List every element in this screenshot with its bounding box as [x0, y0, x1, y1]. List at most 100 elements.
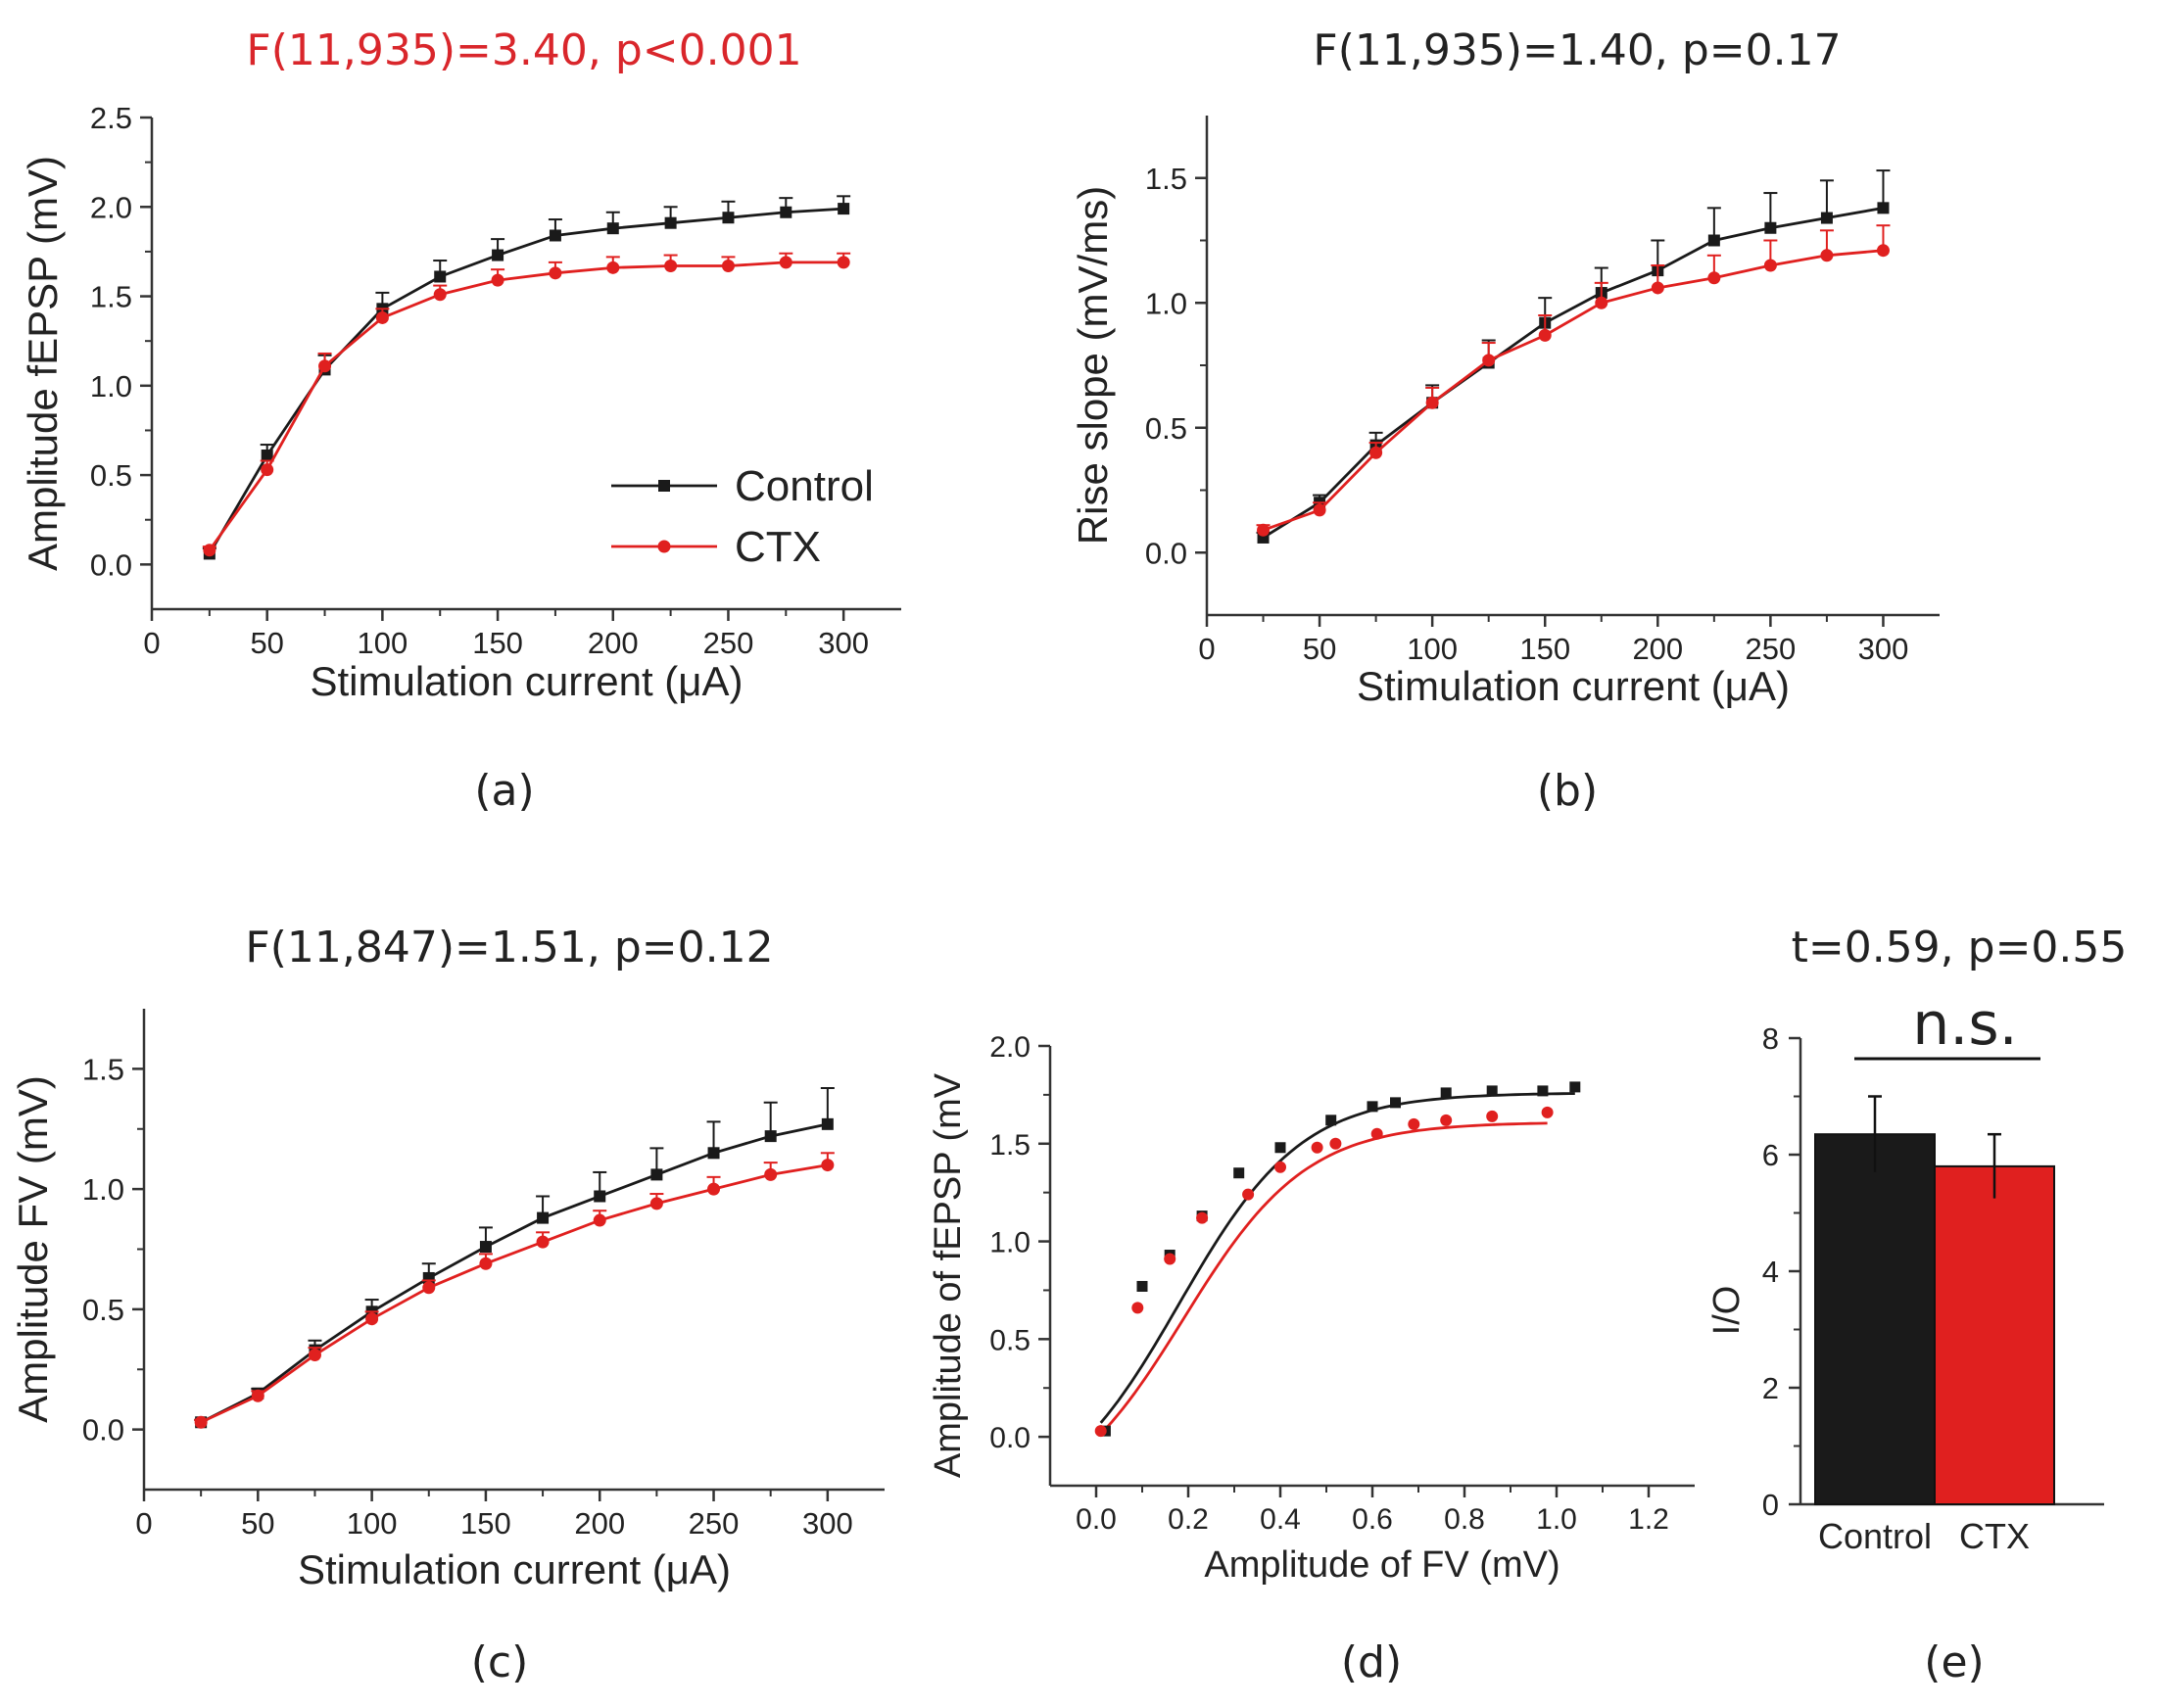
data-point-ctx — [1651, 281, 1664, 295]
x-axis-label: Stimulation current (μA) — [310, 658, 743, 704]
data-point-control — [434, 270, 447, 283]
series-line-ctx — [200, 1163, 829, 1424]
data-point-ctx — [721, 260, 735, 273]
data-point-ctx — [1257, 523, 1271, 537]
x-tick-label: 0.8 — [1444, 1503, 1485, 1536]
data-point-ctx — [1164, 1253, 1176, 1265]
data-point-ctx — [1541, 1106, 1554, 1118]
fit-curve-ctx — [1099, 1121, 1548, 1436]
y-tick-label: 1.0 — [90, 369, 132, 403]
y-axis-label: Rise slope (mV/ms) — [1070, 186, 1116, 545]
data-point-ctx — [318, 359, 332, 373]
ns-annotation: n.s. — [1912, 990, 2017, 1059]
data-point-ctx — [837, 256, 850, 269]
x-category-label: Control — [1818, 1516, 1932, 1556]
panel-caption: (d) — [1341, 1637, 1402, 1687]
data-point-ctx — [1094, 1425, 1107, 1438]
x-tick-label: 1.0 — [1536, 1503, 1577, 1536]
data-point-ctx — [251, 1389, 264, 1402]
series-line-control — [1262, 206, 1884, 540]
data-point-ctx — [1820, 249, 1834, 262]
x-tick-label: 150 — [460, 1506, 511, 1541]
data-point-ctx — [1876, 244, 1890, 258]
y-tick-label: 1.5 — [82, 1052, 124, 1086]
data-point-ctx — [433, 288, 447, 302]
data-point-ctx — [1538, 328, 1552, 342]
x-axis-label: Amplitude of FV (mV) — [1204, 1544, 1559, 1586]
panel-c: 0 50 100 150 200 250 300 0.0 0.5 1.0 1.5 Stimulatio… — [10, 923, 885, 1687]
y-axis-label: Amplitude FV (mV) — [10, 1075, 56, 1423]
x-tick-label: 0 — [143, 626, 160, 660]
data-point-control — [1390, 1097, 1401, 1109]
x-tick-label: 150 — [1519, 632, 1570, 666]
data-point-ctx — [1408, 1117, 1420, 1130]
x-tick-label: 1.2 — [1628, 1503, 1669, 1536]
x-tick-label: 300 — [1858, 632, 1909, 666]
y-tick-label: 0 — [1762, 1488, 1779, 1522]
y-axis-label: Amplitude of fEPSP (mV — [928, 1072, 969, 1478]
x-tick-label: 0.4 — [1260, 1503, 1301, 1536]
panel-caption: (e) — [1924, 1637, 1984, 1687]
data-point-ctx — [779, 256, 792, 269]
series-line-ctx — [1263, 249, 1884, 532]
data-point-control — [1537, 1085, 1549, 1097]
y-tick-label: 1.5 — [989, 1129, 1031, 1162]
y-tick-label: 2.5 — [90, 101, 132, 135]
legend-label-ctx: CTX — [735, 523, 821, 571]
data-point-ctx — [1440, 1114, 1453, 1126]
x-category-label: CTX — [1959, 1516, 2030, 1556]
y-tick-label: 6 — [1762, 1138, 1779, 1172]
panel-caption: (b) — [1537, 766, 1598, 816]
x-tick-label: 150 — [472, 626, 523, 660]
data-point-ctx — [1595, 296, 1608, 309]
data-point-ctx — [536, 1235, 550, 1249]
data-point-ctx — [664, 260, 678, 273]
data-point-control — [1877, 202, 1890, 214]
x-tick-label: 300 — [802, 1506, 853, 1541]
y-tick-label: 0.5 — [82, 1293, 124, 1327]
series-line-control — [200, 1122, 829, 1424]
data-point-control — [1233, 1167, 1245, 1179]
x-axis-label: Stimulation current (μA) — [1357, 663, 1790, 709]
data-point-control — [549, 229, 561, 242]
y-tick-label: 1.5 — [1145, 162, 1187, 196]
data-point-ctx — [1131, 1302, 1144, 1314]
data-point-ctx — [375, 310, 389, 324]
data-point-control — [1569, 1081, 1581, 1093]
x-tick-label: 50 — [250, 626, 283, 660]
y-tick-label: 1.5 — [90, 280, 132, 314]
data-point-ctx — [491, 273, 504, 287]
data-point-ctx — [593, 1213, 606, 1227]
data-point-control — [1820, 212, 1833, 224]
x-tick-label: 250 — [703, 626, 754, 660]
data-point-control — [780, 206, 792, 218]
y-tick-label: 2.0 — [989, 1031, 1031, 1064]
data-point-ctx — [308, 1349, 321, 1362]
data-point-control — [664, 216, 677, 229]
y-tick-label: 4 — [1762, 1255, 1779, 1289]
x-tick-label: 250 — [689, 1506, 740, 1541]
y-tick-label: 0.0 — [82, 1413, 124, 1447]
chart-title: F(11,847)=1.51, p=0.12 — [245, 923, 773, 973]
data-point-control — [1136, 1280, 1148, 1292]
data-point-ctx — [1486, 1110, 1499, 1122]
x-tick-label: 100 — [347, 1506, 398, 1541]
data-point-control — [1707, 234, 1720, 247]
data-point-ctx — [1196, 1211, 1209, 1224]
data-point-ctx — [764, 1167, 778, 1181]
data-point-control — [764, 1130, 777, 1143]
data-point-control — [261, 450, 273, 462]
y-axis-label: Amplitude fEPSP (mV) — [20, 156, 66, 571]
data-point-control — [650, 1168, 663, 1181]
x-tick-label: 300 — [818, 626, 869, 660]
y-tick-label: 1.0 — [989, 1227, 1031, 1259]
legend-marker-control — [658, 480, 670, 492]
x-tick-label: 0.0 — [1076, 1503, 1117, 1536]
panel-a: 0 50 100 150 200 250 300 0.0 0.5 1.0 1.5 2.0 2.5 Stim… — [20, 25, 901, 816]
data-point-ctx — [422, 1281, 436, 1295]
y-tick-label: 0.5 — [90, 458, 132, 493]
bar-ctx — [1934, 1164, 2055, 1506]
x-tick-label: 0.6 — [1352, 1503, 1393, 1536]
x-tick-label: 200 — [588, 626, 639, 660]
